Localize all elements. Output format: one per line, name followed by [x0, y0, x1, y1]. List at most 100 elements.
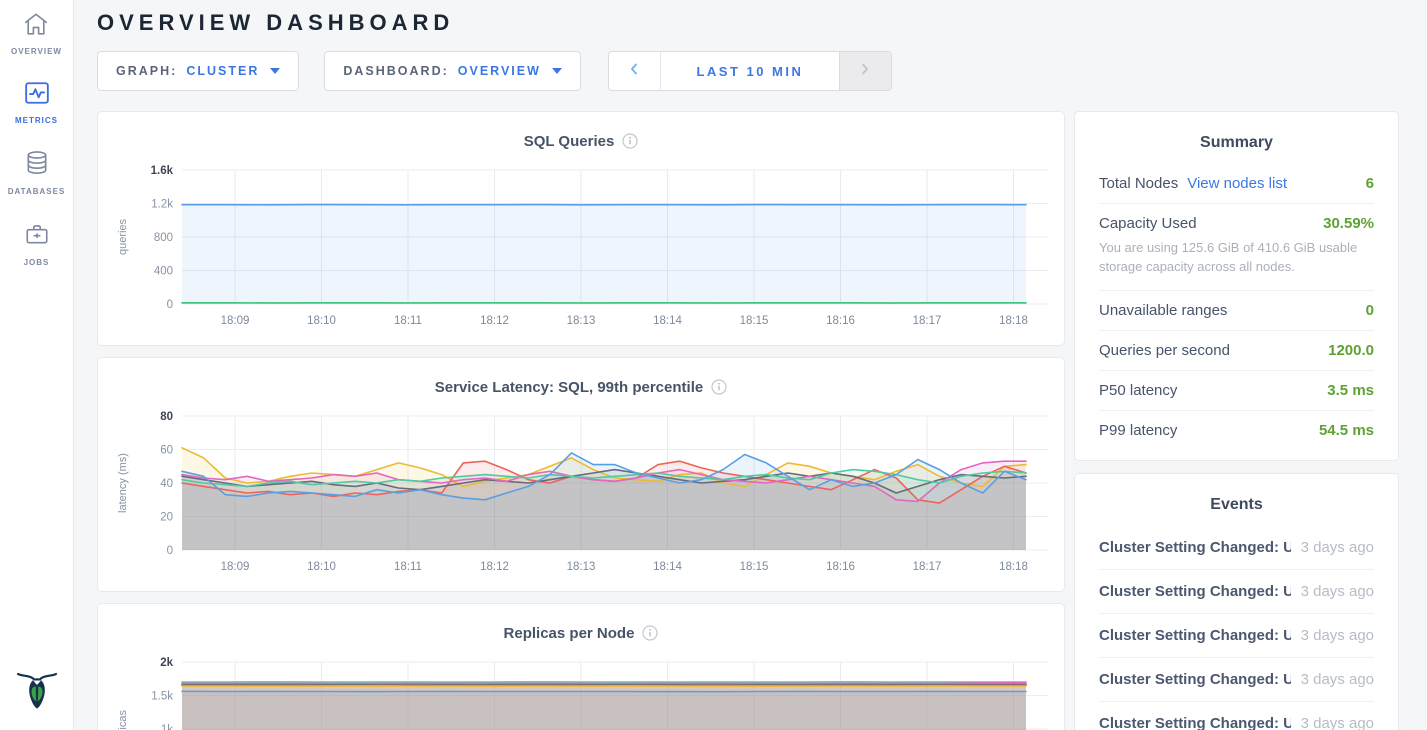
- graph-dropdown[interactable]: GRAPH: CLUSTER: [97, 51, 300, 91]
- series-fill-node-3: [182, 469, 1026, 550]
- caret-down-icon: [270, 68, 281, 74]
- summary-capacity: Capacity Used 30.59% You are using 125.6…: [1099, 204, 1374, 291]
- series-fill-node-6: [182, 691, 1026, 730]
- x-tick-label: 18:14: [653, 561, 682, 573]
- summary-row-label: P99 latency: [1099, 421, 1178, 439]
- x-tick-label: 18:13: [567, 561, 596, 573]
- y-tick-label: 0: [167, 299, 173, 311]
- time-range-selector: LAST 10 MIN: [607, 51, 892, 91]
- time-range-prev-button[interactable]: [609, 52, 661, 90]
- y-tick-label: 1.5k: [151, 691, 173, 703]
- summary-total-nodes: Total Nodes View nodes list 6: [1099, 164, 1374, 204]
- jobs-icon: [24, 221, 50, 252]
- series-fill-node-1: [182, 204, 1026, 304]
- summary-row: P99 latency 54.5 ms: [1099, 411, 1374, 450]
- series-line-node-5: [181, 468, 1027, 488]
- y-axis-label: replicas: [117, 710, 129, 730]
- capacity-used-value: 30.59%: [1323, 215, 1374, 232]
- y-tick-label: 60: [160, 445, 173, 457]
- info-icon[interactable]: [622, 133, 638, 149]
- controls-bar: GRAPH: CLUSTER DASHBOARD: OVERVIEW: [97, 51, 1402, 91]
- sidebar-item-label: JOBS: [23, 258, 50, 267]
- graph-dropdown-label: GRAPH:: [116, 64, 178, 78]
- sidebar-item-label: DATABASES: [7, 187, 66, 196]
- capacity-used-subtext: You are using 125.6 GiB of 410.6 GiB usa…: [1099, 240, 1358, 274]
- y-tick-label: 1.2k: [151, 199, 173, 211]
- series-fill-node-1: [182, 681, 1026, 730]
- event-time: 3 days ago: [1300, 670, 1374, 688]
- x-tick-label: 18:15: [740, 315, 769, 327]
- series-line-node-3: [181, 468, 1027, 494]
- events-list: Cluster Setting Changed: U… 3 days ago Clu…: [1099, 526, 1374, 730]
- summary-title: Summary: [1200, 134, 1273, 151]
- series-fill-node-1: [182, 447, 1026, 550]
- capacity-used-label: Capacity Used: [1099, 215, 1197, 232]
- summary-row-label: P50 latency: [1099, 381, 1178, 399]
- event-text[interactable]: Cluster Setting Changed: U…: [1099, 714, 1291, 730]
- event-row[interactable]: Cluster Setting Changed: U… 3 days ago: [1099, 570, 1374, 614]
- y-axis-label: queries: [117, 218, 129, 255]
- series-line-node-4: [181, 460, 1027, 503]
- chart-card-sql-queries: SQL Queries 1.6k 1.2k 800 400 0 18:09 18:10 18:1…: [97, 111, 1065, 346]
- series-fill-node-6: [182, 452, 1026, 550]
- series-line-node-6: [181, 452, 1027, 501]
- sidebar: OVERVIEW METRICS DATABASES: [0, 0, 74, 730]
- metrics-icon: [24, 81, 50, 110]
- chart-card-service-latency: Service Latency: SQL, 99th percentile 80 6…: [97, 357, 1065, 592]
- summary-row: Queries per second 1200.0: [1099, 331, 1374, 371]
- events-title: Events: [1210, 495, 1263, 513]
- sidebar-item-jobs[interactable]: JOBS: [24, 221, 50, 267]
- event-time: 3 days ago: [1300, 538, 1374, 556]
- x-tick-label: 18:10: [307, 561, 336, 573]
- dashboard-dropdown-value: OVERVIEW: [457, 64, 541, 78]
- event-row[interactable]: Cluster Setting Changed: U… 3 days ago: [1099, 526, 1374, 570]
- event-text[interactable]: Cluster Setting Changed: U…: [1099, 626, 1291, 644]
- series-fill-node-2: [182, 461, 1026, 550]
- view-nodes-list-link[interactable]: View nodes list: [1187, 175, 1287, 192]
- time-range-value[interactable]: LAST 10 MIN: [696, 63, 804, 79]
- event-row[interactable]: Cluster Setting Changed: U… 3 days ago: [1099, 658, 1374, 702]
- series-line-node-1: [181, 446, 1027, 488]
- sidebar-item-label: OVERVIEW: [11, 47, 62, 56]
- series-fill-node-5: [182, 469, 1026, 550]
- y-tick-label: 800: [154, 232, 173, 244]
- chart-plot-replicas-per-node: 2k1.5k1k500018:0918:1018:1118:1218:1318:…: [117, 657, 1048, 730]
- time-range-next-button[interactable]: [838, 52, 891, 90]
- event-time: 3 days ago: [1300, 626, 1374, 644]
- y-axis-label: latency (ms): [117, 453, 129, 513]
- event-text[interactable]: Cluster Setting Changed: U…: [1099, 670, 1291, 688]
- x-tick-label: 18:12: [480, 315, 509, 327]
- sidebar-item-metrics[interactable]: METRICS: [15, 81, 58, 125]
- info-icon[interactable]: [642, 625, 659, 641]
- home-icon: [23, 12, 49, 41]
- caret-down-icon: [551, 68, 562, 74]
- event-row[interactable]: Cluster Setting Changed: U… 3 days ago: [1099, 702, 1374, 730]
- event-text[interactable]: Cluster Setting Changed: U…: [1099, 538, 1291, 556]
- x-tick-label: 18:09: [221, 561, 250, 573]
- event-text[interactable]: Cluster Setting Changed: U…: [1099, 582, 1291, 600]
- info-icon[interactable]: [711, 379, 727, 395]
- x-tick-label: 18:09: [221, 315, 250, 327]
- cockroach-logo: [16, 667, 58, 716]
- x-tick-label: 18:12: [480, 561, 509, 573]
- x-tick-label: 18:13: [567, 315, 596, 327]
- x-tick-label: 18:18: [999, 315, 1028, 327]
- sidebar-item-overview[interactable]: OVERVIEW: [11, 12, 62, 56]
- dashboard-dropdown[interactable]: DASHBOARD: OVERVIEW: [324, 51, 581, 91]
- x-tick-label: 18:17: [913, 315, 942, 327]
- x-tick-label: 18:11: [394, 561, 422, 573]
- y-tick-label: 1.6k: [151, 165, 174, 177]
- databases-icon: [24, 150, 50, 181]
- event-row[interactable]: Cluster Setting Changed: U… 3 days ago: [1099, 614, 1374, 658]
- sidebar-item-label: METRICS: [15, 116, 58, 125]
- page-title: OVERVIEW DASHBOARD: [97, 10, 455, 35]
- chart-plot-sql-queries: 1.6k 1.2k 800 400 0 18:09 18:10 18:11 18:12 18:13…: [117, 165, 1048, 327]
- x-tick-label: 18:17: [913, 561, 942, 573]
- y-tick-label: 0: [167, 545, 173, 557]
- x-tick-label: 18:11: [394, 315, 422, 327]
- chart-plot-service-latency: 80 60 40 20 0 18:09 18:10 18:11 18:12 18:13 18:14 1…: [117, 411, 1048, 573]
- chart-title: SQL Queries: [523, 132, 615, 150]
- summary-row-value: 1200.0: [1328, 341, 1374, 359]
- x-tick-label: 18:16: [826, 561, 855, 573]
- sidebar-item-databases[interactable]: DATABASES: [8, 150, 66, 196]
